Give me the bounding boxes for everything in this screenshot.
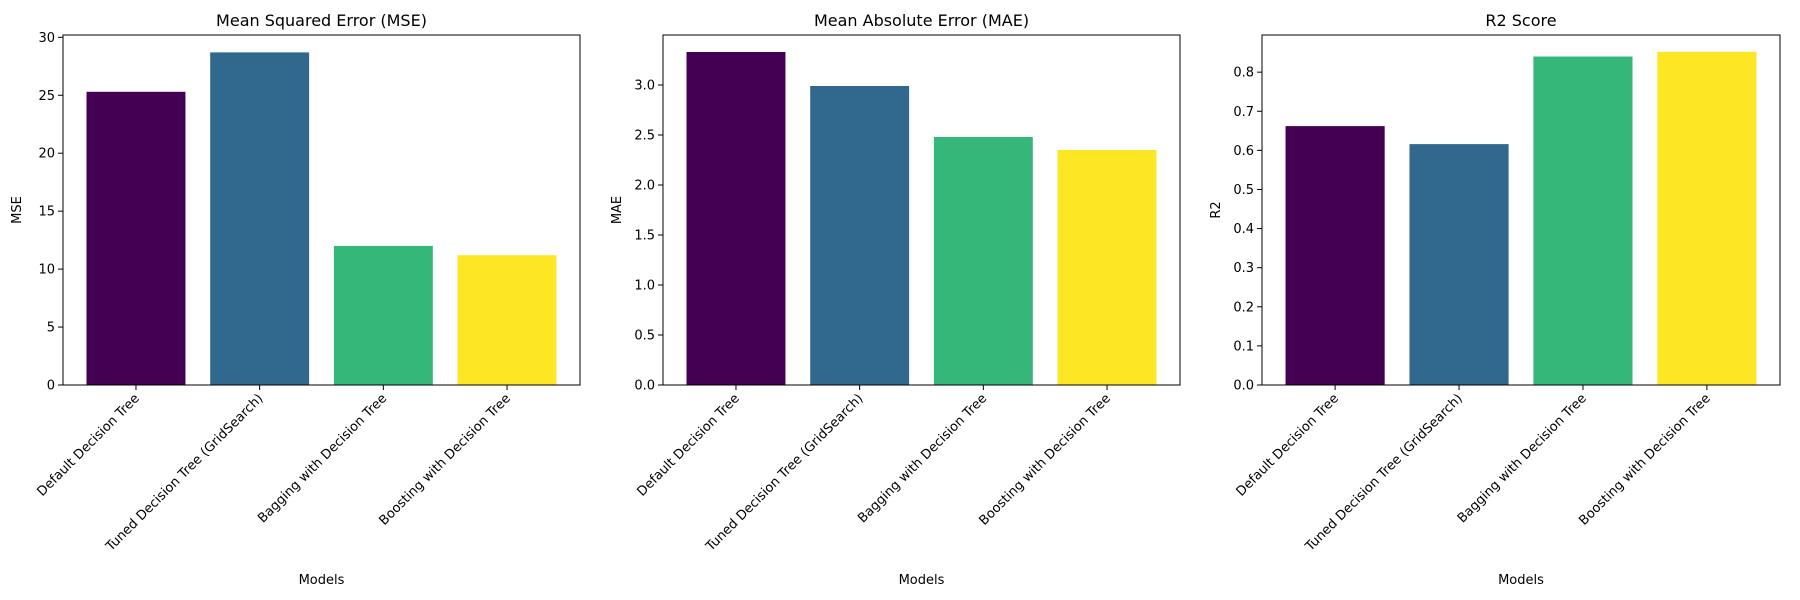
y-tick-label: 0.3 (1233, 261, 1254, 276)
bar-3 (1657, 51, 1757, 385)
axes-frame (1261, 34, 1781, 386)
bar-2 (1533, 56, 1633, 385)
x-tick-label: Bagging with Decision Tree (855, 391, 990, 526)
y-tick-label: 15 (38, 205, 55, 220)
y-tick-label: 5 (47, 321, 55, 336)
y-tick-label: 0.5 (634, 329, 655, 344)
x-tick-label: Boosting with Decision Tree (377, 391, 514, 528)
bar-0 (86, 91, 186, 385)
y-tick-label: 0.7 (1233, 105, 1254, 120)
chart-title: Mean Squared Error (MSE) (216, 11, 427, 30)
chart-panel-2: 0.0 0.1 0.2 0.3 0.4 0.5 0.6 0.7 0.8 Default Decis… (1209, 11, 1781, 588)
bar-3 (1057, 150, 1157, 385)
bar-2 (933, 137, 1033, 385)
bar-0 (1285, 126, 1385, 386)
x-tick-label: Default Decision Tree (34, 391, 142, 499)
y-tick-label: 30 (38, 31, 55, 46)
y-tick-label: 3.0 (634, 79, 655, 94)
y-tick-label: 2.5 (634, 129, 655, 144)
y-tick-label: 0.8 (1233, 66, 1254, 81)
x-tick-label: Bagging with Decision Tree (255, 391, 390, 526)
y-tick-label: 0.5 (1233, 183, 1254, 198)
y-tick-label: 10 (38, 263, 55, 278)
x-tick-label: Default Decision Tree (1234, 391, 1342, 499)
bar-1 (210, 52, 310, 386)
x-axis-label: Models (899, 573, 945, 588)
x-tick-label: Bagging with Decision Tree (1455, 391, 1590, 526)
y-tick-label: 2.0 (634, 179, 655, 194)
chart-panel-1: 0.0 0.5 1.0 1.5 2.0 2.5 3.0 Default Decision Tr… (610, 11, 1181, 588)
x-axis-label: Models (299, 573, 345, 588)
bar-2 (333, 245, 433, 385)
y-tick-label: 25 (38, 89, 55, 104)
axes-frame (62, 34, 581, 386)
y-tick-label: 0.2 (1233, 300, 1254, 315)
y-axis-label: R2 (1209, 201, 1224, 218)
axes-frame (662, 34, 1181, 386)
chart-title: R2 Score (1485, 11, 1556, 30)
y-axis-label: MSE (10, 196, 25, 224)
x-tick-label: Boosting with Decision Tree (1576, 391, 1713, 528)
y-tick-label: 0.0 (634, 379, 655, 394)
bar-3 (457, 255, 557, 385)
bar-0 (686, 52, 786, 385)
y-tick-label: 0.4 (1233, 222, 1254, 237)
x-tick-label: Default Decision Tree (634, 391, 742, 499)
y-tick-label: 0 (47, 379, 55, 394)
y-tick-label: 20 (38, 147, 55, 162)
y-tick-label: 1.0 (634, 279, 655, 294)
chart-title: Mean Absolute Error (MAE) (814, 11, 1029, 30)
y-tick-label: 0.0 (1233, 379, 1254, 394)
y-tick-label: 0.1 (1233, 339, 1254, 354)
y-tick-label: 0.6 (1233, 144, 1254, 159)
x-tick-label: Boosting with Decision Tree (977, 391, 1114, 528)
bar-1 (810, 86, 910, 385)
y-axis-label: MAE (610, 196, 625, 224)
bar-1 (1409, 144, 1509, 385)
x-axis-label: Models (1498, 573, 1544, 588)
y-tick-label: 1.5 (634, 229, 655, 244)
